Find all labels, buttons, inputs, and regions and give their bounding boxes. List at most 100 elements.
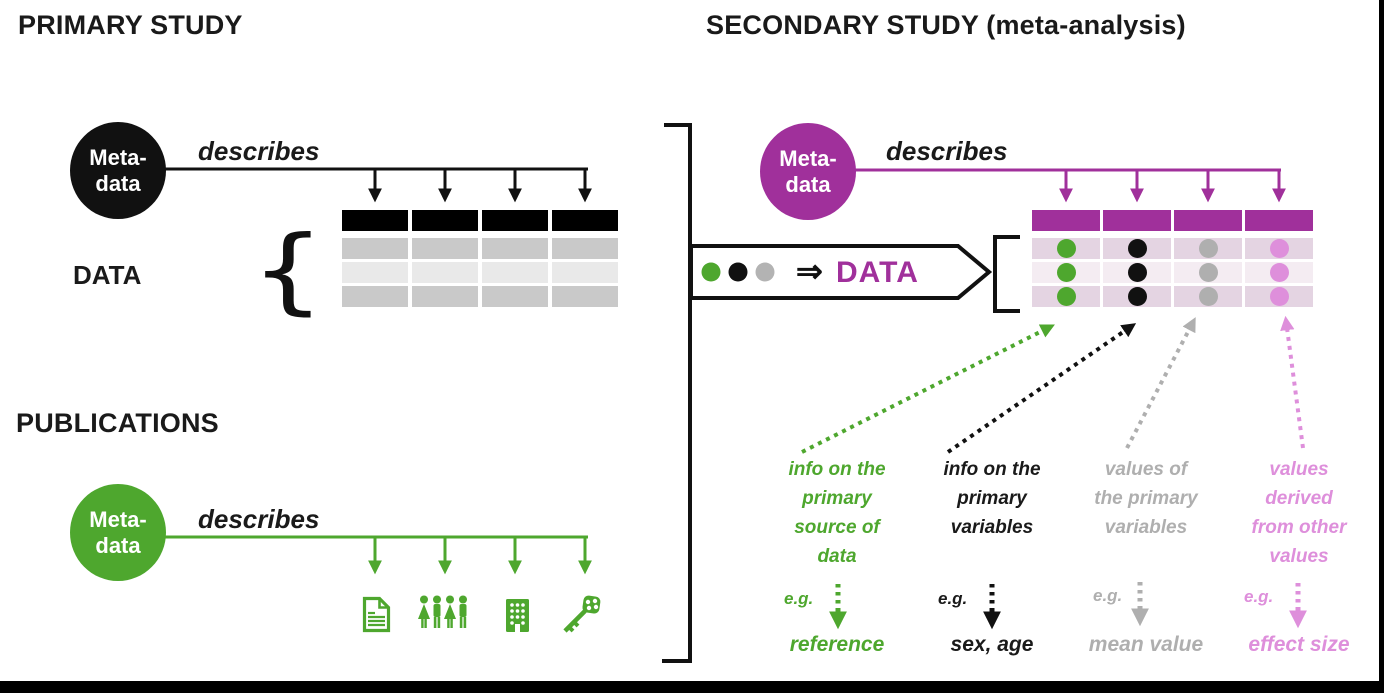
primary-table-header-row: [342, 210, 618, 231]
secondary-table-dot: [1269, 287, 1289, 306]
table-bracket: [993, 235, 1020, 313]
eg-label-derived-values: e.g.: [1244, 587, 1274, 606]
primary-table-cell: [412, 262, 478, 283]
describes-label-secondary: describes: [886, 136, 1008, 166]
primary-study-title: PRIMARY STUDY: [18, 10, 243, 40]
metadata-circle-secondary: Meta- data: [760, 123, 856, 220]
primary-table-row: [342, 238, 618, 259]
secondary-table-row: [1032, 262, 1313, 283]
primary-table-row: [342, 286, 618, 307]
secondary-table-dot: [1127, 239, 1147, 258]
publications-describes-connector: [160, 535, 592, 575]
curly-brace: {: [250, 216, 326, 325]
secondary-table-header-cell: [1174, 210, 1242, 231]
secondary-table-dot: [1269, 263, 1289, 282]
secondary-table-cell: [1032, 286, 1100, 307]
secondary-describes-connector: [850, 168, 1286, 203]
primary-table-header-cell: [342, 210, 408, 231]
eg-label-variable-info: e.g.: [938, 589, 968, 608]
primary-table-header-cell: [482, 210, 548, 231]
describes-label-primary: describes: [198, 136, 320, 166]
banner-dot-black: [728, 262, 748, 282]
secondary-table-cell: [1174, 286, 1242, 307]
example-label-source-info: reference: [789, 633, 885, 656]
secondary-table-dot: [1056, 263, 1076, 282]
metadata-circle-secondary-line2: data: [785, 171, 831, 197]
annotation-label-source-info: info on the primary source of data: [788, 459, 886, 567]
primary-table-cell: [412, 286, 478, 307]
dotted-arrow-variable-info: [946, 323, 1137, 454]
secondary-table-dot: [1056, 287, 1076, 306]
secondary-table-cell: [1032, 262, 1100, 283]
banner-dot-green: [701, 262, 721, 282]
secondary-table-header-cell: [1245, 210, 1313, 231]
group-bracket: [662, 123, 692, 663]
secondary-data-table: [1032, 210, 1313, 310]
secondary-table-dot: [1198, 239, 1218, 258]
metadata-circle-publications-line2: data: [95, 532, 141, 558]
metadata-circle-secondary-line1: Meta-: [779, 145, 837, 171]
example-label-variable-info: sex, age: [950, 633, 1034, 656]
primary-table-cell: [552, 262, 618, 283]
secondary-table-cell: [1103, 286, 1171, 307]
primary-table-row: [342, 262, 618, 283]
metadata-circle-publications-line1: Meta-: [89, 506, 147, 532]
primary-table-cell: [342, 262, 408, 283]
secondary-table-cell: [1103, 262, 1171, 283]
secondary-table-cell: [1174, 262, 1242, 283]
dotted-arrow-derived-values: [1280, 315, 1305, 449]
secondary-table-header-row: [1032, 210, 1313, 231]
merge-banner: [689, 244, 993, 300]
banner-data-label: DATA: [836, 256, 919, 289]
secondary-table-cell: [1245, 238, 1313, 259]
primary-table-cell: [482, 238, 548, 259]
secondary-table-cell: [1032, 238, 1100, 259]
secondary-table-dot: [1269, 239, 1289, 258]
metadata-circle-primary-line1: Meta-: [89, 144, 147, 170]
secondary-table-cell: [1245, 286, 1313, 307]
secondary-table-cell: [1245, 262, 1313, 283]
secondary-table-dot: [1127, 287, 1147, 306]
secondary-table-row: [1032, 238, 1313, 259]
annotation-label-variable-info: info on the primary variables: [943, 459, 1041, 538]
secondary-study-title: SECONDARY STUDY (meta-analysis): [706, 10, 1186, 40]
primary-table-cell: [482, 286, 548, 307]
secondary-table-header-cell: [1103, 210, 1171, 231]
annotation-label-derived-values: values derived from other values: [1251, 459, 1347, 567]
primary-table-cell: [482, 262, 548, 283]
annotation-label-variable-values: values of the primary variables: [1094, 459, 1198, 538]
primary-table-header-cell: [412, 210, 478, 231]
people-icon: [418, 595, 467, 628]
primary-data-table: [342, 210, 618, 310]
eg-label-source-info: e.g.: [784, 589, 814, 608]
secondary-table-dot: [1127, 263, 1147, 282]
secondary-table-dot: [1198, 263, 1218, 282]
secondary-table-header-cell: [1032, 210, 1100, 231]
metadata-circle-primary-line2: data: [95, 170, 141, 196]
primary-describes-connector: [160, 167, 592, 203]
metadata-circle-primary: Meta- data: [70, 122, 166, 219]
metadata-circle-publications: Meta- data: [70, 484, 166, 581]
dotted-arrow-source-info: [801, 324, 1055, 454]
secondary-table-cell: [1103, 238, 1171, 259]
frame-bottom-border: [0, 681, 1384, 693]
primary-table-cell: [342, 286, 408, 307]
primary-table-cell: [552, 238, 618, 259]
primary-table-cell: [412, 238, 478, 259]
example-label-variable-values: mean value: [1088, 633, 1204, 656]
dotted-arrow-variable-values: [1125, 317, 1196, 449]
eg-label-variable-values: e.g.: [1093, 586, 1123, 605]
primary-table-header-cell: [552, 210, 618, 231]
frame-right-border: [1379, 0, 1384, 693]
document-icon: [362, 596, 391, 633]
secondary-table-dot: [1056, 239, 1076, 258]
secondary-table-dot: [1198, 287, 1218, 306]
describes-label-publications: describes: [198, 504, 320, 534]
secondary-table-row: [1032, 286, 1313, 307]
primary-table-cell: [342, 238, 408, 259]
secondary-table-cell: [1174, 238, 1242, 259]
key-icon: [563, 595, 601, 633]
publications-title: PUBLICATIONS: [16, 408, 219, 438]
